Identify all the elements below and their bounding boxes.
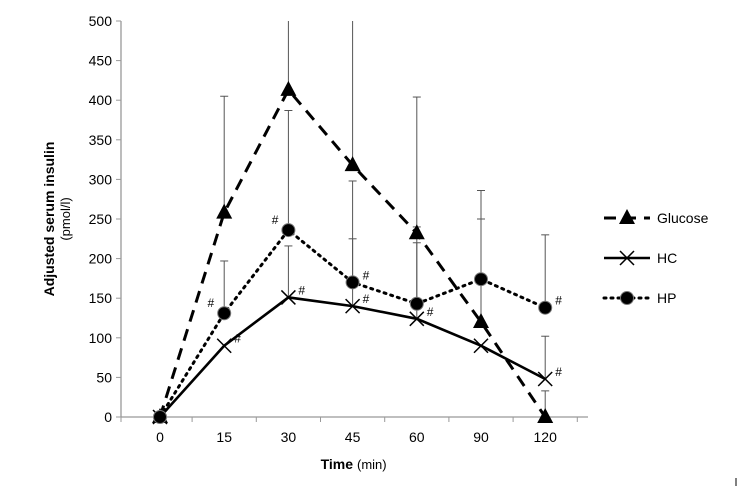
data-point-hp <box>538 300 553 315</box>
x-tick-label: 15 <box>216 429 232 445</box>
y-tick-label: 200 <box>89 251 113 267</box>
data-point-glucose <box>408 224 425 240</box>
y-tick-label: 0 <box>104 409 112 425</box>
legend-item-glucose: Glucose <box>604 209 709 226</box>
data-point-hp <box>409 296 424 311</box>
x-tick-label: 30 <box>281 429 297 445</box>
legend-label-glucose: Glucose <box>657 210 709 226</box>
legend-marker-glucose <box>619 209 635 224</box>
significance-mark: # <box>208 296 215 310</box>
significance-mark: # <box>363 292 370 306</box>
significance-mark: # <box>555 365 562 379</box>
x-tick-label: 120 <box>534 429 558 445</box>
data-point-hc <box>473 338 489 354</box>
data-point-glucose <box>473 312 489 328</box>
data-point-hp <box>153 410 167 424</box>
legend-marker-hp <box>620 291 634 305</box>
legend-item-hc: HC <box>604 250 677 266</box>
data-point-hc <box>409 311 425 327</box>
x-tick-label: 0 <box>156 429 164 445</box>
data-point-glucose <box>216 203 233 219</box>
data-point-hc <box>216 338 232 354</box>
annotations: # # # # # # # # # <box>208 213 563 379</box>
data-point-glucose <box>280 80 297 96</box>
legend-label-hc: HC <box>657 250 677 266</box>
data-point-hp <box>345 275 360 290</box>
axes: 0 50 100 150 200 250 300 350 400 450 500 0 15 30 45 60 9… <box>89 13 588 445</box>
y-tick-label: 150 <box>89 290 113 306</box>
y-tick-label: 50 <box>96 369 112 385</box>
data-point-hc <box>345 298 361 314</box>
y-tick-label: 100 <box>89 330 113 346</box>
data-point-hp <box>474 272 488 287</box>
x-axis-unit: (min) <box>357 457 387 472</box>
data-point-glucose <box>344 156 361 172</box>
error-bars <box>220 21 550 417</box>
significance-mark: # <box>555 294 562 308</box>
legend-label-hp: HP <box>657 290 676 306</box>
legend: Glucose HC HP <box>602 209 709 306</box>
legend-marker-hc <box>619 250 635 266</box>
data-point-hp <box>217 306 232 321</box>
y-tick-label: 500 <box>89 13 113 29</box>
y-tick-label: 450 <box>89 53 113 69</box>
data-point-hc <box>537 371 553 387</box>
significance-mark: # <box>427 305 434 319</box>
significance-mark: # <box>272 213 279 227</box>
y-axis-unit: (pmol/l) <box>58 197 73 240</box>
x-tick-label: 90 <box>473 429 489 445</box>
y-tick-label: 400 <box>89 92 113 108</box>
y-tick-label: 350 <box>89 132 113 148</box>
series-markers <box>152 80 554 425</box>
y-tick-label: 300 <box>89 171 113 187</box>
significance-mark: # <box>234 332 241 346</box>
data-point-hp <box>281 223 296 238</box>
data-point-hc <box>280 289 296 305</box>
x-axis-title: Time <box>321 456 354 472</box>
y-tick-label: 250 <box>89 211 113 227</box>
y-axis-title: Adjusted serum insulin <box>41 142 57 297</box>
legend-item-hp: HP <box>602 290 676 306</box>
x-tick-label: 60 <box>409 429 425 445</box>
data-point-glucose <box>537 408 554 423</box>
significance-mark: # <box>298 283 305 297</box>
significance-mark: # <box>363 268 370 282</box>
x-tick-label: 45 <box>345 429 361 445</box>
